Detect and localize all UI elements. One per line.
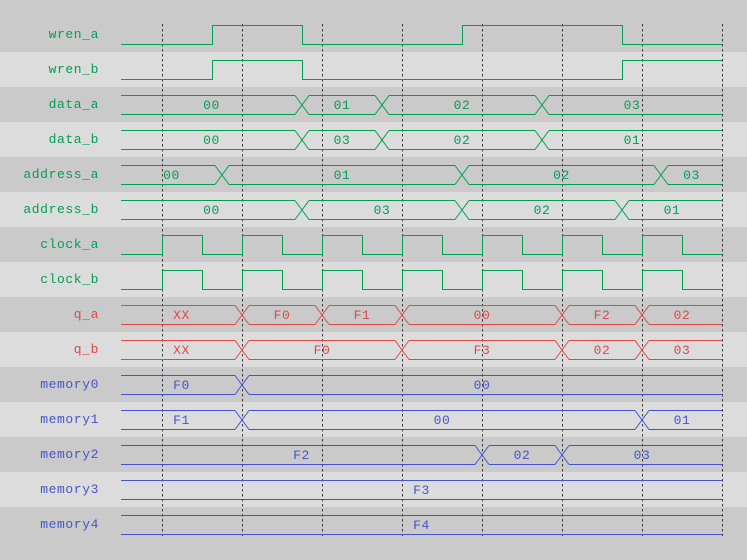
- bus-value: 00: [163, 168, 180, 183]
- signal-label-address_b[interactable]: address_b: [23, 202, 99, 217]
- row-stripe: [0, 52, 747, 87]
- signal-label-data_b[interactable]: data_b: [48, 132, 99, 147]
- wave-q_a[interactable]: XX F0 F1 00 F2 02: [121, 305, 722, 325]
- bit-wave: [121, 60, 722, 80]
- wave-clock_a[interactable]: [121, 235, 722, 255]
- bus-value: 02: [553, 168, 570, 183]
- wave-wren_b[interactable]: [121, 60, 722, 80]
- bus-value: 00: [474, 308, 491, 323]
- bus-value: 01: [334, 168, 351, 183]
- bus-wave: [121, 340, 722, 360]
- bit-wave: [121, 235, 722, 255]
- signal-label-memory0[interactable]: memory0: [40, 377, 99, 392]
- wave-data_b[interactable]: 00 03 02 01: [121, 130, 722, 150]
- bus-value: F0: [274, 308, 291, 323]
- bus-value: F1: [354, 308, 371, 323]
- signal-label-memory4[interactable]: memory4: [40, 517, 99, 532]
- bus-value: XX: [173, 343, 190, 358]
- signal-label-data_a[interactable]: data_a: [48, 97, 99, 112]
- bus-value: 00: [203, 133, 220, 148]
- signal-label-clock_a[interactable]: clock_a: [40, 237, 99, 252]
- signal-label-q_a[interactable]: q_a: [73, 307, 99, 322]
- bus-value: F2: [594, 308, 611, 323]
- signal-label-memory3[interactable]: memory3: [40, 482, 99, 497]
- wave-wren_a[interactable]: [121, 25, 722, 45]
- bus-wave: [121, 410, 722, 430]
- bus-wave: [121, 480, 722, 500]
- wave-memory4[interactable]: F4: [121, 515, 722, 535]
- wave-data_a[interactable]: 00 01 02 03: [121, 95, 722, 115]
- bus-wave: [121, 305, 722, 325]
- bit-wave: [121, 270, 722, 290]
- wave-address_a[interactable]: 00 01 02 03: [121, 165, 722, 185]
- wave-q_b[interactable]: XX F0 F3 02 03: [121, 340, 722, 360]
- wave-address_b[interactable]: 00 03 02 01: [121, 200, 722, 220]
- bus-value: F1: [173, 413, 190, 428]
- bus-value: 03: [334, 133, 351, 148]
- signal-label-q_b[interactable]: q_b: [73, 342, 99, 357]
- bus-value: 02: [454, 133, 471, 148]
- bus-value: 01: [334, 98, 351, 113]
- bus-value: 01: [624, 133, 641, 148]
- bus-wave: [121, 200, 722, 220]
- wave-memory1[interactable]: F1 00 01: [121, 410, 722, 430]
- bus-wave: [121, 515, 722, 535]
- bus-value: 03: [634, 448, 651, 463]
- bus-value: 02: [514, 448, 531, 463]
- bus-value: 00: [474, 378, 491, 393]
- bus-value: 03: [683, 168, 700, 183]
- signal-label-address_a[interactable]: address_a: [23, 167, 99, 182]
- bus-value: 02: [674, 308, 691, 323]
- bit-wave: [121, 25, 722, 45]
- bus-value: 02: [594, 343, 611, 358]
- bus-value: XX: [173, 308, 190, 323]
- bus-value: F0: [173, 378, 190, 393]
- bus-wave: [121, 165, 722, 185]
- signal-label-wren_b[interactable]: wren_b: [48, 62, 99, 77]
- bus-value: 02: [454, 98, 471, 113]
- bus-wave: [121, 95, 722, 115]
- bus-value: F0: [314, 343, 331, 358]
- row-stripe: [0, 402, 747, 437]
- bus-value: 03: [374, 203, 391, 218]
- row-stripe: [0, 262, 747, 297]
- row-stripe: [0, 122, 747, 157]
- signal-label-wren_a[interactable]: wren_a: [48, 27, 99, 42]
- bus-value: F4: [413, 518, 430, 533]
- bus-value: 00: [203, 203, 220, 218]
- bus-value: 03: [674, 343, 691, 358]
- bus-value: F3: [413, 483, 430, 498]
- signal-label-memory2[interactable]: memory2: [40, 447, 99, 462]
- bus-value: F2: [293, 448, 310, 463]
- row-stripe: [0, 332, 747, 367]
- row-stripe: [0, 472, 747, 507]
- bus-value: 00: [203, 98, 220, 113]
- wave-memory0[interactable]: F0 00: [121, 375, 722, 395]
- bus-value: 03: [624, 98, 641, 113]
- wave-memory2[interactable]: F2 02 03: [121, 445, 722, 465]
- bus-value: 00: [434, 413, 451, 428]
- bus-value: F3: [474, 343, 491, 358]
- wave-clock_b[interactable]: [121, 270, 722, 290]
- bus-wave: [121, 445, 722, 465]
- signal-label-memory1[interactable]: memory1: [40, 412, 99, 427]
- wave-memory3[interactable]: F3: [121, 480, 722, 500]
- bus-wave: [121, 375, 722, 395]
- bus-value: 01: [664, 203, 681, 218]
- bus-value: 02: [534, 203, 551, 218]
- signal-label-clock_b[interactable]: clock_b: [40, 272, 99, 287]
- bus-wave: [121, 130, 722, 150]
- bus-value: 01: [674, 413, 691, 428]
